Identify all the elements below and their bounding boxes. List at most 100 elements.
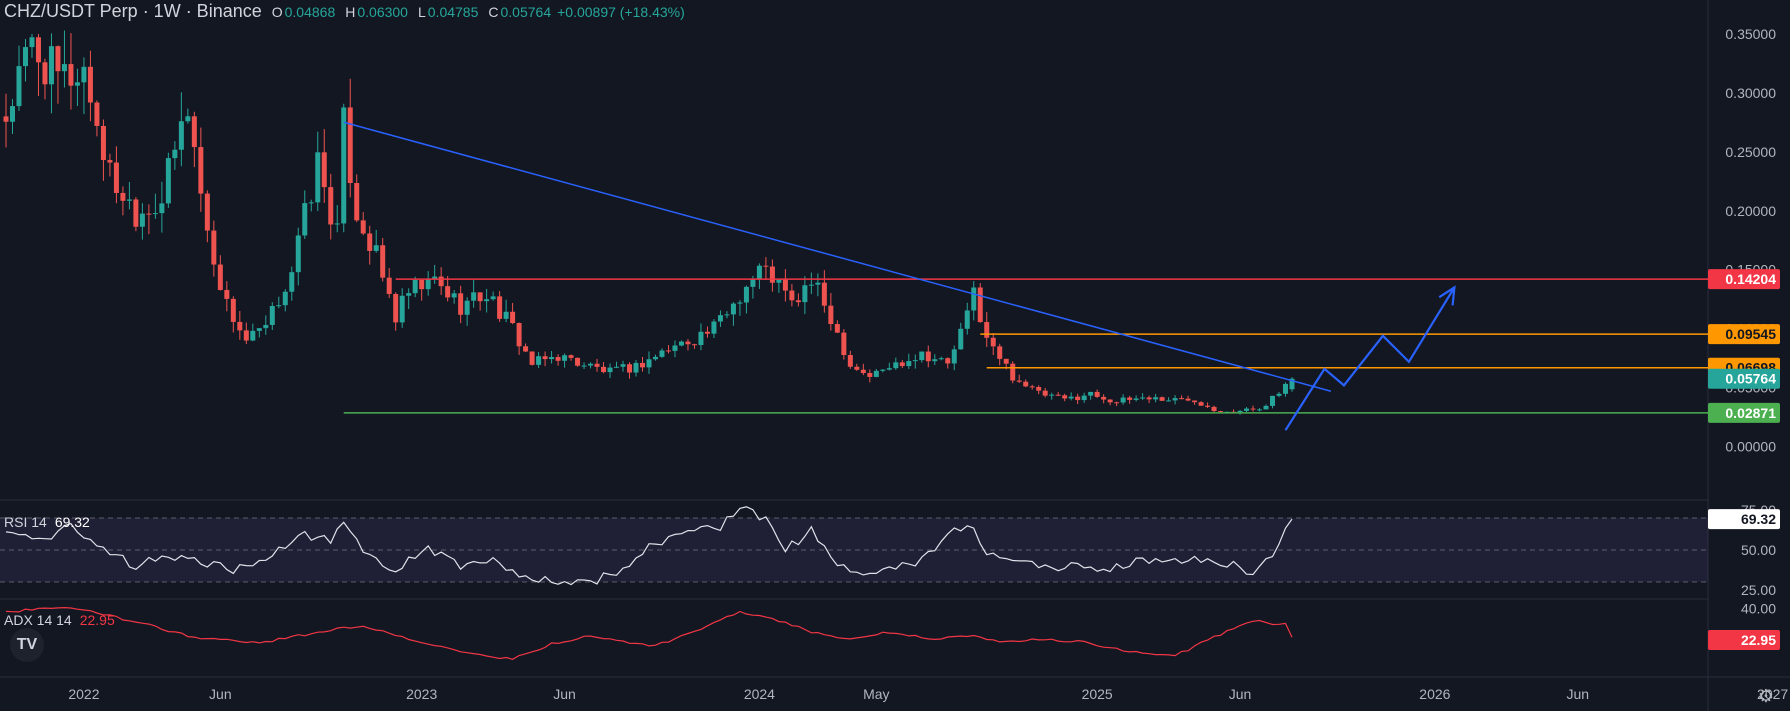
candle-body xyxy=(373,245,379,251)
candle-body xyxy=(243,330,249,341)
candle-body xyxy=(198,147,204,194)
candle-body xyxy=(1055,394,1061,396)
candle-body xyxy=(867,373,873,377)
rsi-value-tag-label: 69.32 xyxy=(1741,511,1776,527)
candle-body xyxy=(750,278,756,287)
rsi-legend[interactable]: RSI 14 69.32 xyxy=(4,514,90,530)
adx-value-tag xyxy=(1708,630,1780,650)
candle-body xyxy=(263,324,269,329)
candle-body xyxy=(555,357,561,361)
gear-icon[interactable]: ⚙ xyxy=(1757,686,1774,706)
adx-legend[interactable]: ADX 14 14 22.95 xyxy=(4,612,115,628)
candle-body xyxy=(640,362,646,368)
candle-body xyxy=(477,292,483,302)
candle-body xyxy=(321,152,327,188)
price-tag-label: 0.14204 xyxy=(1725,271,1776,287)
candle-body xyxy=(308,202,314,204)
candle-body xyxy=(1075,396,1081,401)
adx-label: ADX 14 14 xyxy=(4,612,72,628)
candle-body xyxy=(1211,406,1217,412)
candle-body xyxy=(490,296,496,300)
time-tick-label: 2026 xyxy=(1419,686,1450,702)
time-tick-label: Jun xyxy=(1229,686,1252,702)
candle-body xyxy=(627,364,633,373)
high-value: 0.06300 xyxy=(357,4,408,20)
candle-body xyxy=(575,357,581,366)
candle-body xyxy=(717,315,723,322)
candle-body xyxy=(847,355,853,367)
candle-body xyxy=(782,279,788,291)
candle-body xyxy=(568,355,574,358)
candle-body xyxy=(977,287,983,323)
candle-body xyxy=(289,272,295,292)
candle-body xyxy=(120,192,126,201)
candle-body xyxy=(607,367,613,373)
rsi-tick-label: 25.00 xyxy=(1741,582,1776,598)
candle-body xyxy=(94,102,100,126)
candle-body xyxy=(997,346,1003,359)
candle-body xyxy=(139,213,145,227)
symbol-title[interactable]: CHZ/USDT Perp · 1W · Binance xyxy=(4,1,262,21)
tradingview-logo-icon[interactable]: TV xyxy=(10,628,44,662)
candle-body xyxy=(55,46,61,72)
candle-body xyxy=(1250,408,1256,410)
candle-body xyxy=(146,213,152,215)
candle-body xyxy=(341,107,347,224)
candle-body xyxy=(432,276,438,279)
candle-body xyxy=(1101,396,1107,400)
candle-body xyxy=(1127,397,1133,400)
candle-body xyxy=(269,305,275,325)
candle-body xyxy=(659,350,665,357)
rsi-line xyxy=(5,506,1293,586)
candle-body xyxy=(789,290,795,301)
candle-body xyxy=(685,341,691,345)
candle-body xyxy=(873,370,879,377)
candle-body xyxy=(906,361,912,367)
candle-body xyxy=(925,351,931,362)
candle-body xyxy=(529,351,535,365)
candle-body xyxy=(1192,400,1198,403)
candle-body xyxy=(1010,363,1016,381)
close-value: 0.05764 xyxy=(500,4,552,20)
candle-body xyxy=(899,362,905,367)
candle-body xyxy=(237,321,243,331)
time-tick-label: 2024 xyxy=(744,686,775,702)
candle-body xyxy=(1237,410,1243,413)
time-tick-label: May xyxy=(863,686,889,702)
candle-body xyxy=(536,356,542,365)
candle-body xyxy=(185,116,191,122)
candle-body xyxy=(354,183,360,221)
candle-body xyxy=(964,310,970,329)
candle-body xyxy=(484,299,490,302)
time-tick-label: Jun xyxy=(209,686,232,702)
candle-body xyxy=(68,64,74,86)
candle-body xyxy=(549,357,555,360)
candle-body xyxy=(42,62,48,85)
candle-body xyxy=(1159,397,1165,401)
candle-body xyxy=(542,356,548,360)
candle-body xyxy=(393,293,399,323)
candle-body xyxy=(3,116,9,122)
candle-body xyxy=(191,116,197,148)
projection-arrowhead xyxy=(1438,285,1456,306)
candle-body xyxy=(633,362,639,373)
adx-pane xyxy=(5,606,1293,660)
close-label: C xyxy=(488,4,499,20)
candle-body xyxy=(276,305,282,307)
price-pane xyxy=(3,30,1708,431)
candle-body xyxy=(464,300,470,315)
candle-body xyxy=(523,346,529,352)
candle-body xyxy=(133,199,139,227)
candle-body xyxy=(704,331,710,334)
candle-body xyxy=(945,358,951,364)
candle-body xyxy=(958,328,964,350)
price-tag-label: 0.02871 xyxy=(1725,405,1776,421)
candle-body xyxy=(1198,402,1204,406)
candle-body xyxy=(737,302,743,304)
candle-body xyxy=(711,321,717,334)
candle-body xyxy=(425,278,431,290)
candle-body xyxy=(860,369,866,374)
